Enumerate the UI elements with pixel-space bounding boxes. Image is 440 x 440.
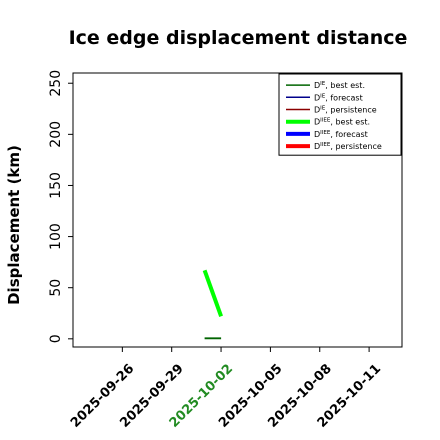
legend-entry: DIE, forecast xyxy=(314,93,363,102)
legend: DIE, best est. DIE, forecast DIE, persiste… xyxy=(278,73,402,156)
legend-entry: DIIEE, forecast xyxy=(314,130,368,139)
y-tick-label: 150 xyxy=(48,172,64,199)
y-tick-label: 100 xyxy=(48,223,64,250)
x-axis-ticks: 2025-09-262025-09-292025-10-022025-10-05… xyxy=(68,347,384,431)
legend-entry: DIIEE, persistence xyxy=(314,142,382,151)
plot-frame xyxy=(72,72,403,348)
chart-title: Ice edge displacement distance xyxy=(69,27,408,49)
y-axis-label: Displacement (km) xyxy=(5,145,23,305)
legend-entry: DIIEE, best est. xyxy=(314,118,370,127)
y-tick-label: 250 xyxy=(48,70,64,97)
y-tick-label: 50 xyxy=(48,279,64,297)
legend-entry: DIE, best est. xyxy=(314,81,365,90)
legend-box xyxy=(278,73,402,156)
series-line xyxy=(202,269,223,317)
y-tick-label: 0 xyxy=(48,334,64,343)
y-tick-label: 200 xyxy=(48,121,64,148)
legend-entry: DIE, persistence xyxy=(314,106,377,115)
y-axis-ticks: 0 50 100 150 200 250 xyxy=(48,70,73,343)
series-lines xyxy=(202,269,223,340)
plot-area xyxy=(72,72,403,348)
